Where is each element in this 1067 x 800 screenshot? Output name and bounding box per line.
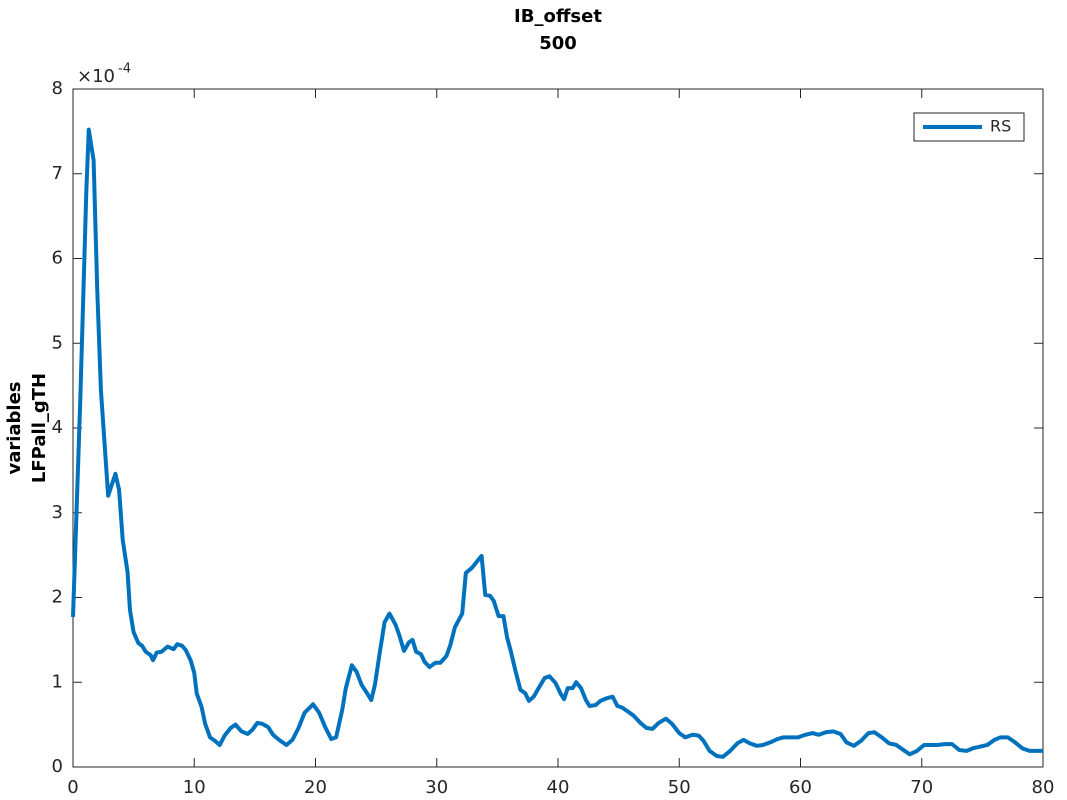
y-tick-label: 2 [52, 587, 63, 608]
x-tick-label: 20 [304, 777, 327, 798]
y-multiplier-exponent: -4 [118, 62, 131, 77]
y-tick-label: 8 [52, 78, 63, 99]
y-axis-label: LFPall_gTH [29, 373, 50, 483]
x-tick-label: 30 [425, 777, 448, 798]
x-tick-label: 10 [183, 777, 206, 798]
chart-title: IB_offset [514, 6, 602, 27]
x-tick-label: 80 [1032, 777, 1055, 798]
x-tick-label: 70 [910, 777, 933, 798]
y-tick-label: 5 [52, 332, 63, 353]
y-tick-label: 3 [52, 502, 63, 523]
legend-label: RS [990, 117, 1011, 136]
x-tick-label: 60 [789, 777, 812, 798]
x-tick-label: 0 [67, 777, 78, 798]
y-tick-label: 1 [52, 671, 63, 692]
y-tick-label: 4 [52, 417, 63, 438]
y-axis-label: variables [4, 381, 25, 474]
data-line [71, 127, 1043, 759]
x-tick-label: 50 [668, 777, 691, 798]
y-tick-label: 0 [52, 756, 63, 777]
chart-title: 500 [539, 33, 577, 54]
y-tick-label: 7 [52, 163, 63, 184]
y-tick-label: 6 [52, 248, 63, 269]
y-multiplier: ×10 [77, 66, 115, 87]
x-tick-label: 40 [547, 777, 570, 798]
